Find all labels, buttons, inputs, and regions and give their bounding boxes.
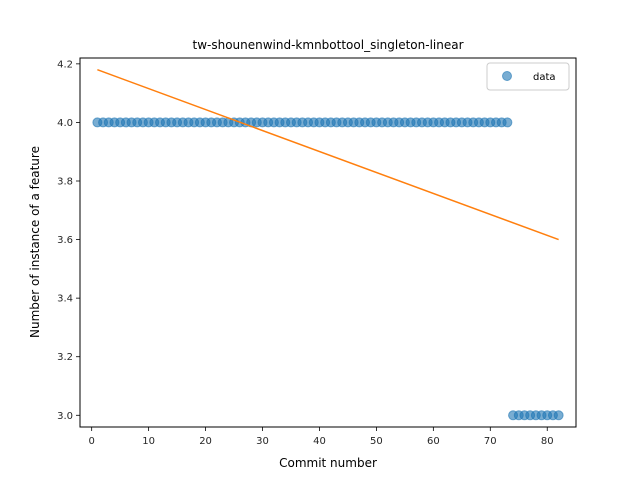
y-axis-ticks: 3.0 3.2 3.4 3.6 3.8 4.0 4.2: [57, 59, 80, 422]
x-tick-label: 40: [313, 436, 326, 447]
y-axis-label: Number of instance of a feature: [28, 146, 42, 338]
legend-box: [486, 62, 570, 91]
x-tick-label: 10: [142, 436, 155, 447]
x-tick-label: 80: [541, 436, 554, 447]
y-tick-label: 3.2: [57, 352, 73, 363]
linear-fit-line: [97, 69, 559, 241]
axes-frame: [79, 57, 577, 428]
y-tick-label: 3.0: [57, 411, 73, 422]
legend-label-data: data: [533, 72, 556, 83]
data-point: [553, 410, 564, 421]
legend-marker-data: [502, 71, 512, 81]
x-axis-label: Commit number: [279, 456, 377, 470]
data-point: [502, 117, 513, 128]
x-tick-label: 20: [199, 436, 212, 447]
chart-title: tw-shounenwind-kmnbottool_singleton-line…: [192, 38, 463, 52]
y-tick-label: 3.4: [57, 294, 73, 305]
x-tick-label: 60: [427, 436, 440, 447]
y-tick-label: 4.2: [57, 59, 73, 70]
x-tick-label: 30: [256, 436, 269, 447]
x-tick-label: 0: [88, 436, 94, 447]
x-tick-label: 70: [484, 436, 497, 447]
y-tick-label: 3.6: [57, 235, 73, 246]
y-tick-label: 3.8: [57, 177, 73, 188]
legend: data: [486, 62, 570, 91]
y-tick-label: 4.0: [57, 118, 73, 129]
x-tick-label: 50: [370, 436, 383, 447]
x-axis-ticks: 0 10 20 30 40 50 60 70 80: [88, 427, 554, 447]
plot-area: [92, 69, 564, 421]
